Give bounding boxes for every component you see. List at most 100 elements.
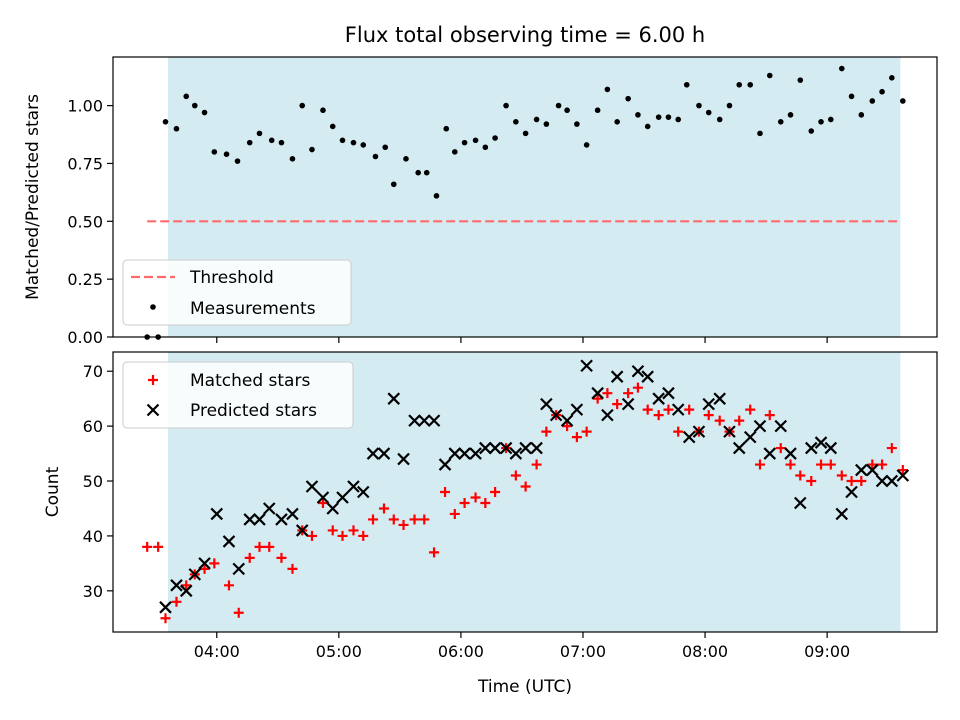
matched-stars-point <box>703 410 714 421</box>
matched-stars-point <box>825 459 836 470</box>
predicted-stars-point <box>652 392 665 405</box>
matched-stars-point <box>541 426 552 437</box>
count-panel-y-tick-label: 70 <box>83 362 103 381</box>
ratio-panel-legend: Threshold Measurements <box>122 259 352 326</box>
predicted-stars-point <box>793 496 807 510</box>
matched-stars-point <box>223 580 234 591</box>
matched-stars-point <box>785 459 796 470</box>
matched-stars-point <box>317 497 328 508</box>
measurements-point <box>726 102 733 109</box>
measurements-point <box>900 98 906 104</box>
predicted-stars-point <box>662 386 675 400</box>
measurements-legend-label: Measurements <box>190 299 316 319</box>
measurements-point <box>443 125 450 132</box>
predicted-stars-point <box>580 359 593 373</box>
measurements-point <box>757 130 763 137</box>
matched-stars-point <box>642 404 653 415</box>
measurements-point <box>858 112 865 118</box>
measurements-point <box>403 156 409 162</box>
measurements-point <box>211 149 218 155</box>
matched-stars-point <box>846 476 857 487</box>
matched-stars-point <box>287 563 298 574</box>
measurements-point <box>329 123 336 130</box>
matched-stars-point <box>775 443 786 454</box>
predicted-stars-point <box>631 364 645 378</box>
predicted-stars-point <box>549 408 563 422</box>
predicted-stars-point <box>188 568 202 581</box>
count-panel-x-tick-label: 04:00 <box>194 642 240 661</box>
measurements-point <box>339 137 346 144</box>
matched-stars-point <box>520 481 531 492</box>
predicted-stars-point <box>896 469 910 482</box>
predicted-stars-point <box>753 419 767 433</box>
measurements-point <box>625 95 631 102</box>
predicted-stars-point <box>845 485 858 499</box>
measurements-point <box>191 102 198 109</box>
predicted-stars-point <box>295 524 309 537</box>
matched-stars-point <box>581 426 592 437</box>
matched-stars-point <box>745 404 756 415</box>
predicted-stars-point <box>305 480 319 493</box>
matched-stars-point <box>867 459 878 470</box>
measurements-point <box>594 107 601 114</box>
matched-stars-point <box>160 613 171 624</box>
measurements-point <box>256 130 263 137</box>
predicted-stars-point <box>702 397 715 411</box>
measurements-point <box>503 102 509 109</box>
measurements-point <box>675 116 682 123</box>
matched-stars-point <box>714 415 725 426</box>
ratio-panel-frame <box>112 56 938 338</box>
count-panel-x-tick-label: 05:00 <box>316 642 362 661</box>
predicted-stars-point <box>723 425 736 438</box>
matched-stars-point <box>459 497 470 508</box>
matched-stars-point <box>209 558 220 569</box>
measurements-point <box>289 156 296 162</box>
measurements-point <box>879 88 885 95</box>
measurements-point <box>635 112 641 118</box>
predicted-stars-point <box>885 474 899 488</box>
predicted-stars-point <box>804 441 818 455</box>
predicted-stars-point <box>377 447 391 460</box>
measurements-point <box>583 142 590 148</box>
predicted-stars-point <box>427 414 441 427</box>
measurements-point <box>555 102 562 109</box>
matched-stars-point <box>562 421 573 432</box>
measurements-point <box>838 65 845 72</box>
matched-stars-point <box>181 580 192 591</box>
measurements-point <box>705 109 712 116</box>
matched-stars-point <box>327 525 338 536</box>
threshold-legend-label: Threshold <box>189 268 274 288</box>
matched-stars-point <box>153 541 164 552</box>
matched-stars-point <box>254 541 265 552</box>
predicted-stars-point <box>347 480 360 493</box>
predicted-stars-point <box>458 447 471 460</box>
matched-stars-point <box>684 404 695 415</box>
measurements-point <box>766 72 773 79</box>
measurements-point <box>777 118 784 125</box>
predicted-stars-point <box>326 502 340 515</box>
predicted-stars-point <box>560 414 574 427</box>
measurements-point <box>889 75 895 81</box>
ratio-panel-y-tick-label: 0.00 <box>67 328 103 347</box>
measurements-point <box>564 107 570 114</box>
count-panel-y-tick-label: 50 <box>83 472 103 491</box>
matched-stars-point <box>480 497 491 508</box>
matched-stars-point <box>379 503 390 514</box>
measurements-point <box>696 102 702 109</box>
matched-stars-point <box>510 470 521 481</box>
predicted-stars-point <box>855 463 868 477</box>
measurements-point <box>533 116 540 123</box>
predicted-stars-point <box>519 441 532 455</box>
measurements-point <box>869 98 876 104</box>
measurements-point <box>604 86 611 93</box>
measurements-point <box>309 146 315 153</box>
measurements-legend-swatch <box>150 304 156 310</box>
predicted-stars-point <box>732 441 746 455</box>
ratio-panel-y-tick-label: 1.00 <box>67 97 103 116</box>
measurements-point <box>372 153 379 160</box>
matched-stars-point <box>348 525 359 536</box>
matched-stars-point <box>264 541 275 552</box>
measurements-point <box>736 81 743 88</box>
measurements-point <box>522 130 529 137</box>
